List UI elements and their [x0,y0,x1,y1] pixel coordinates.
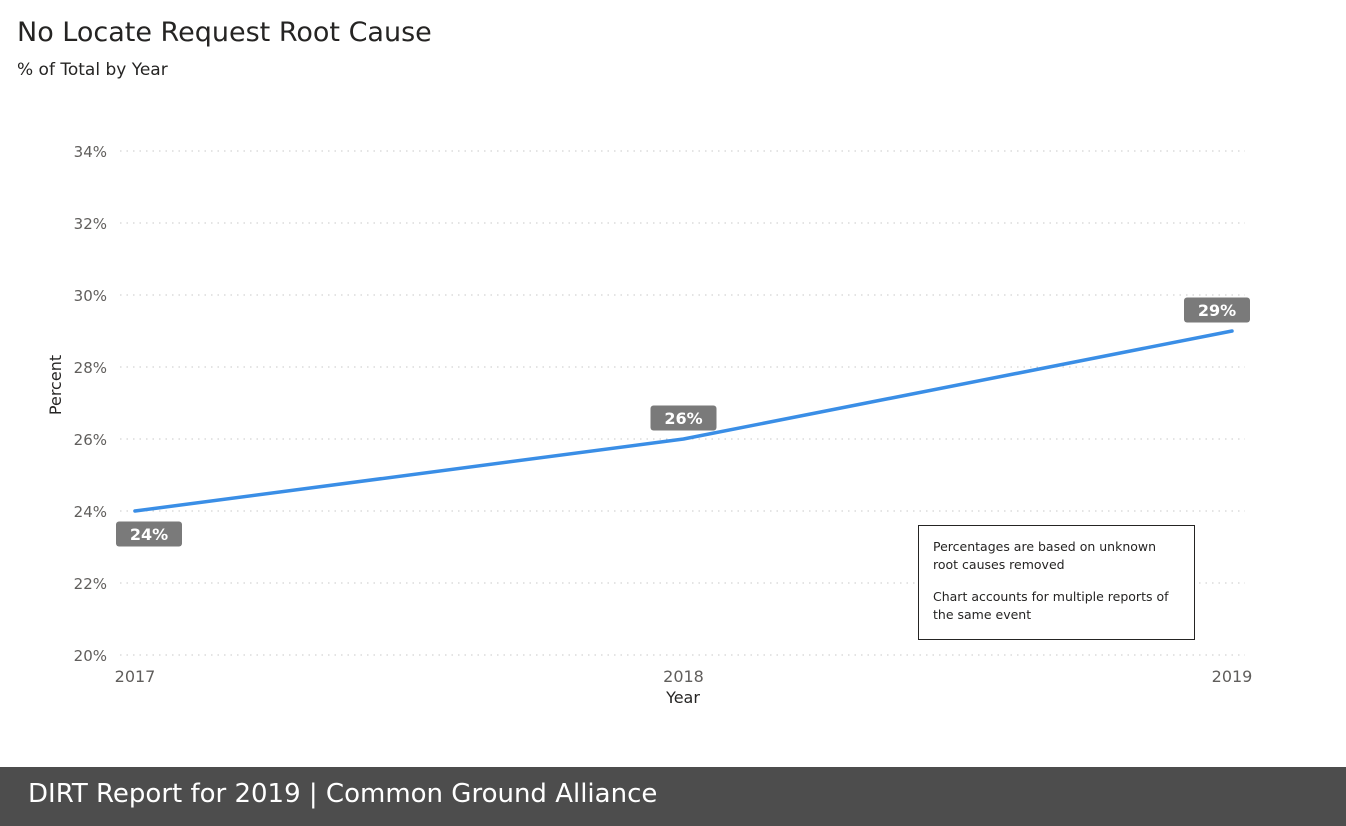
data-point [133,509,137,513]
data-label-background [650,405,717,431]
y-tick-label: 20% [74,647,107,665]
data-label: 24% [130,525,168,544]
notes-box: Percentages are based on unknown root ca… [918,525,1195,640]
y-tick-label: 30% [74,287,107,305]
y-tick-label: 34% [74,143,107,161]
x-tick-label: 2019 [1212,667,1253,686]
x-axis-title: Year [665,688,700,707]
chart-title: No Locate Request Root Cause [17,17,432,48]
x-tick-label: 2018 [663,667,704,686]
chart-subtitle: % of Total by Year [17,60,168,80]
y-tick-label: 32% [74,215,107,233]
footer-text: DIRT Report for 2019 | Common Ground All… [28,779,658,809]
y-tick-label: 24% [74,503,107,521]
data-label: 26% [664,409,702,428]
y-tick-label: 28% [74,359,107,377]
data-point [682,437,685,441]
y-axis-title: Percent [46,355,65,415]
data-label-background [116,521,182,547]
data-label: 29% [1198,301,1236,320]
note-multiple-reports: Chart accounts for multiple reports of t… [933,589,1169,622]
data-labels: 24% 26% 29% [116,297,1250,547]
note-unknown-root-causes: Percentages are based on unknown root ca… [933,539,1157,572]
series-line-layer [133,329,1234,513]
x-axis-ticks: 2017 2018 2019 [115,667,1253,686]
data-point [1230,329,1234,333]
footer-bar: DIRT Report for 2019 | Common Ground All… [0,767,1346,826]
y-axis-ticks: 20% 22% 24% 26% 28% 30% 32% 34% [74,143,107,665]
data-label-background [1184,297,1250,323]
x-tick-label: 2017 [115,667,156,686]
y-tick-label: 26% [74,431,107,449]
y-tick-label: 22% [74,575,107,593]
